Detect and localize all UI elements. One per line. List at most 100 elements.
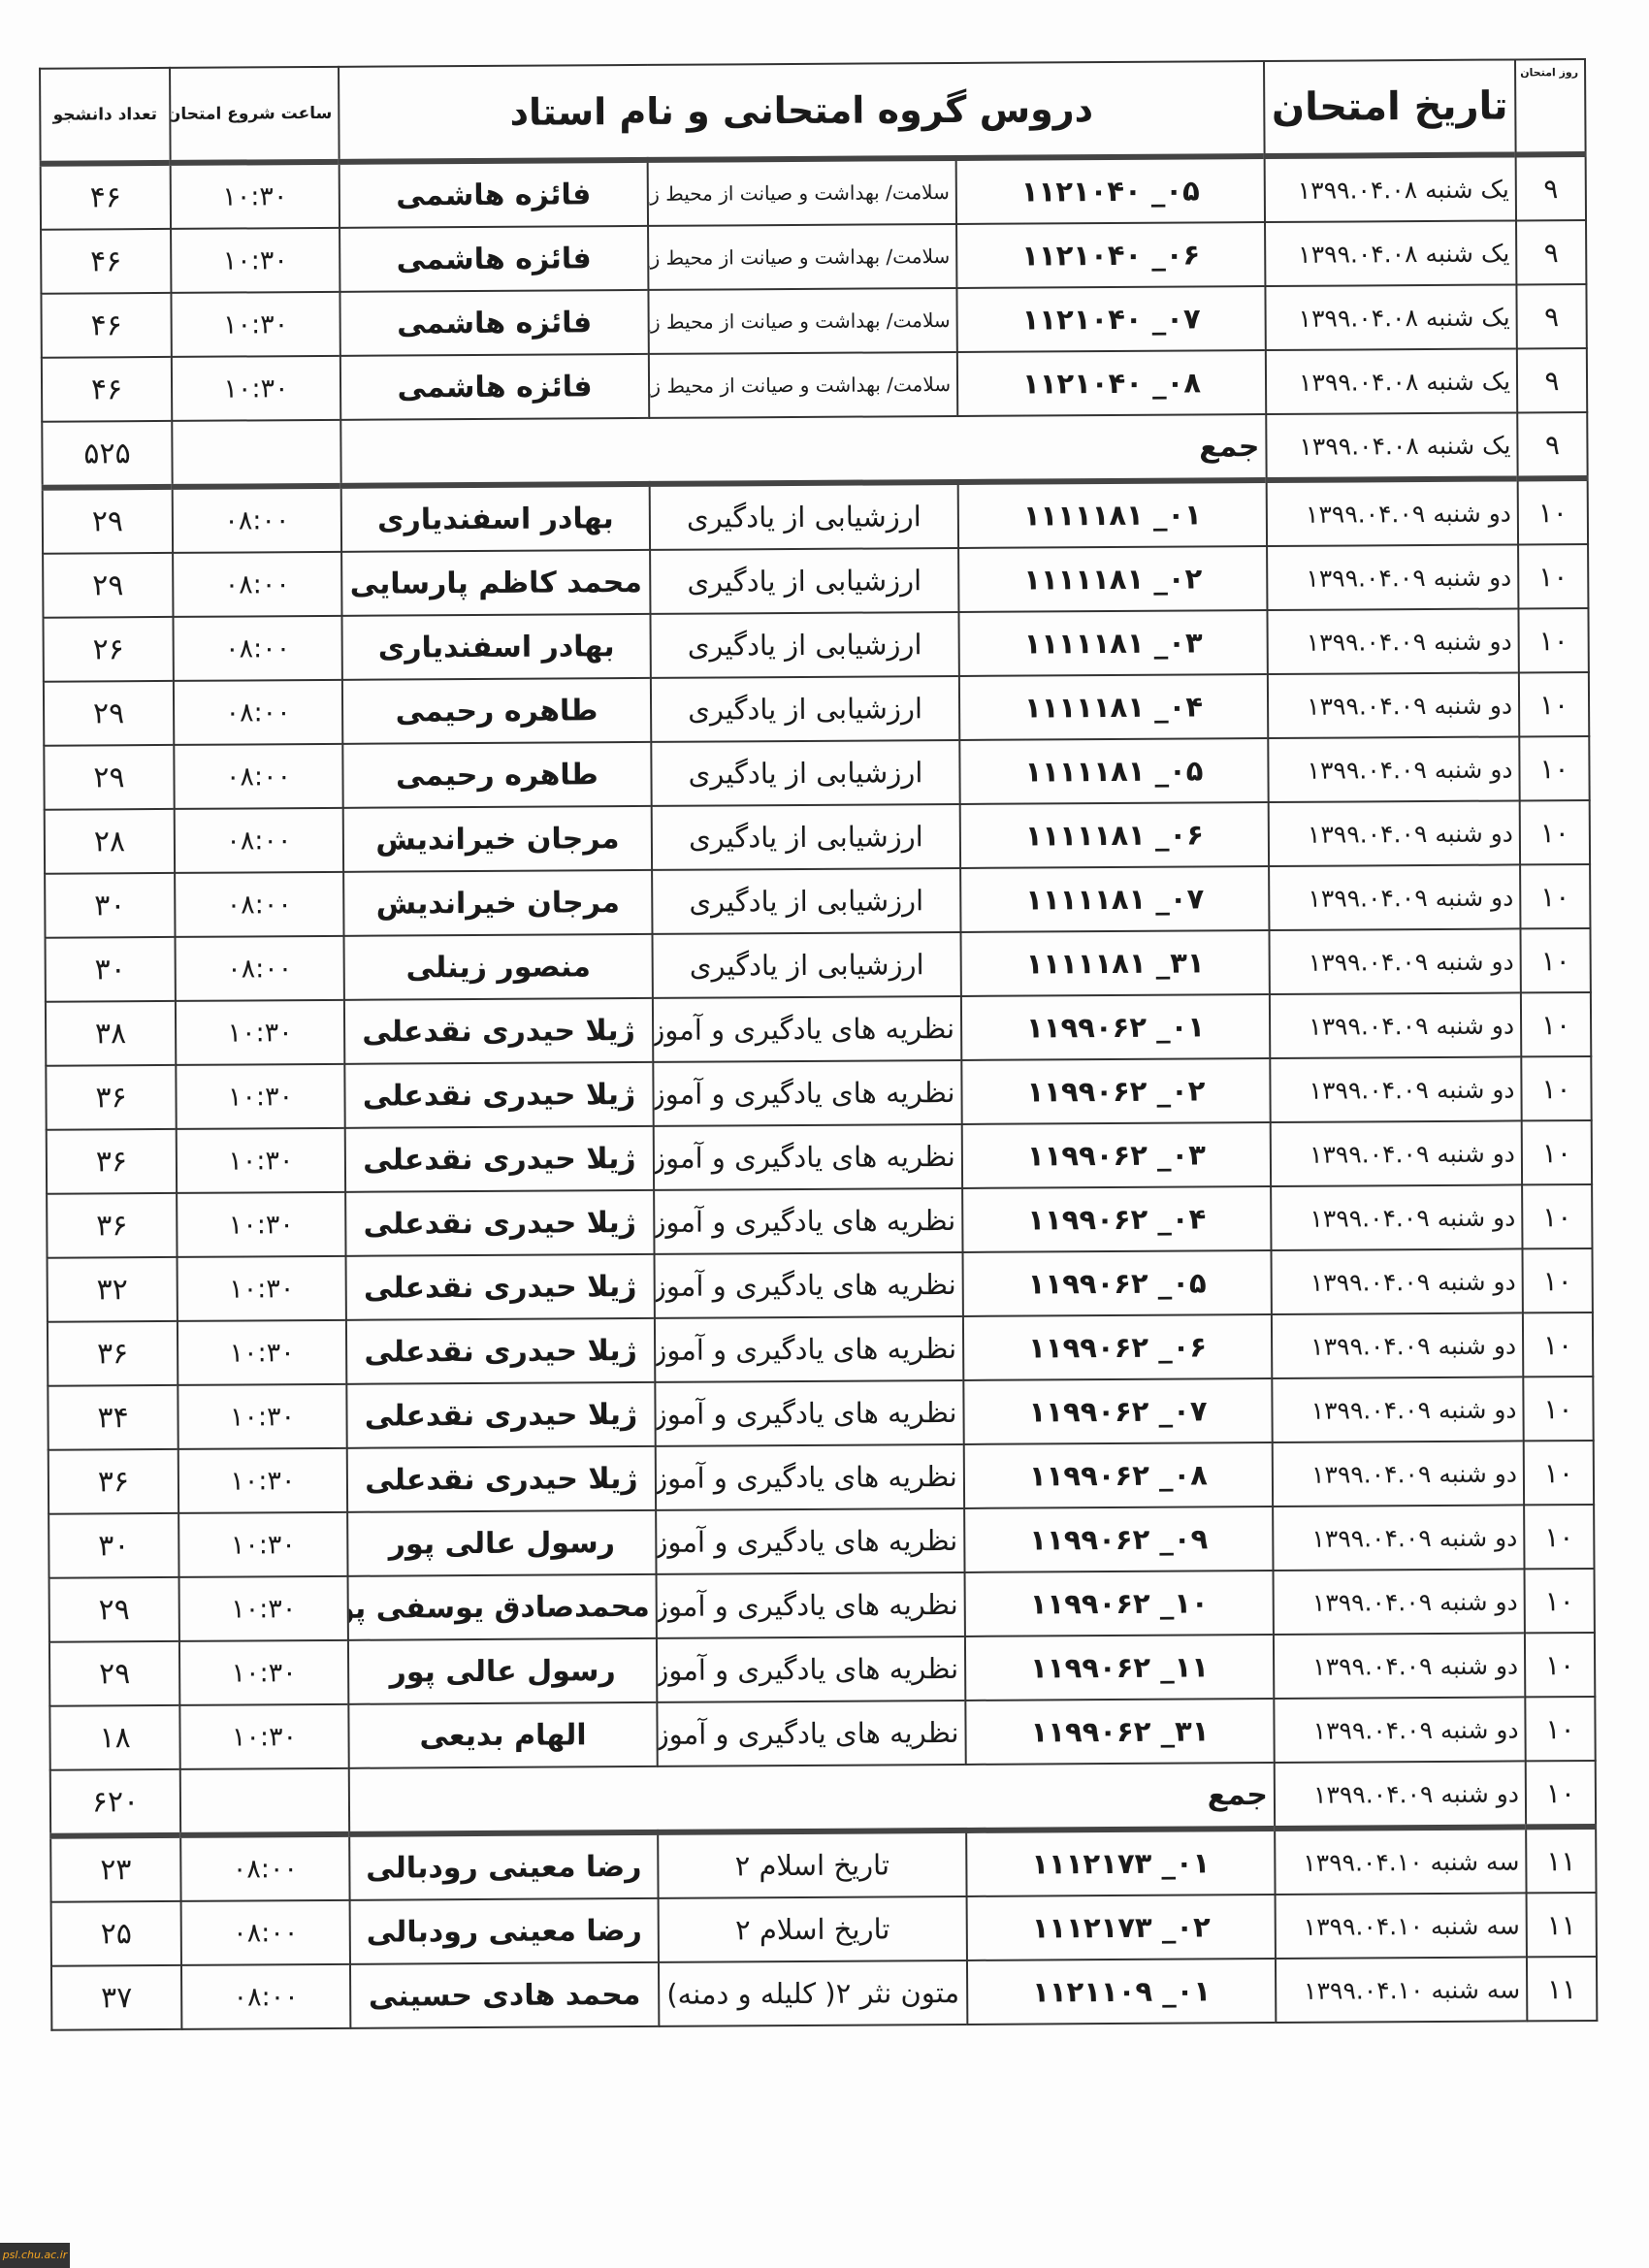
weekday: دو شنبه <box>1439 1714 1519 1744</box>
course-code-cell: ۱۱۱۱۱۸۱ _۳۱ <box>960 930 1270 996</box>
exam-day-cell: ۱۰ <box>1518 607 1589 673</box>
instructor-cell: طاهره رحیمی <box>341 677 652 744</box>
start-time: ۰۸:۰۰ <box>226 825 292 857</box>
instructor-cell: ژیلا حیدری نقدعلی <box>345 1189 655 1256</box>
weekday: دو شنبه <box>1433 562 1512 592</box>
group-number: ۰۲ <box>1170 1074 1206 1108</box>
exam-date-cell: سه شنبه ۱۳۹۹.۰۴.۱۰ <box>1275 1893 1527 1959</box>
exam-date-cell: دو شنبه ۱۳۹۹.۰۴.۰۹ <box>1273 1569 1525 1635</box>
instructor-cell: بهادر اسفندیاری <box>341 613 651 680</box>
watermark-logo: psl.chu.ac.ir <box>0 2243 70 2268</box>
exam-date-cell: یک شنبه ۱۳۹۹.۰۴.۰۸ <box>1266 412 1518 481</box>
instructor-cell: ژیلا حیدری نقدعلی <box>346 1381 656 1448</box>
course-code-cell: ۱۱۲۱۰۴۰ _۰۷ <box>956 286 1266 352</box>
exam-date-cell: یک شنبه ۱۳۹۹.۰۴.۰۸ <box>1265 348 1518 415</box>
date: ۱۳۹۹.۰۴.۰۸ <box>1299 431 1419 461</box>
course-code-cell: ۱۱۱۲۱۷۳ _۰۲ <box>966 1894 1276 1960</box>
weekday: دو شنبه <box>1434 690 1513 720</box>
course-name-cell: سلامت/ بهداشت و صیانت از محیط زیست <box>648 223 957 290</box>
weekday: دو شنبه <box>1439 1522 1518 1552</box>
course-name-cell: ارزشیابی از یادگیری <box>650 675 960 742</box>
start-time: ۱۰:۳۰ <box>231 1721 298 1753</box>
header-row: روز امتحان تاریخ امتحان دروس گروه امتحان… <box>40 59 1586 164</box>
table-row: ۱۰ دو شنبه ۱۳۹۹.۰۴.۰۹ ۱۱۹۹۰۶۲ _۰۴ نظریه های… <box>47 1183 1593 1258</box>
course-code-cell: ۱۱۱۱۱۸۱ _۰۷ <box>960 866 1270 932</box>
start-time: ۱۰:۳۰ <box>229 1273 295 1305</box>
course-code: ۱۱۹۹۰۶۲ <box>1028 1330 1149 1365</box>
course-code-cell: ۱۱۹۹۰۶۲ _۰۶ <box>962 1314 1273 1380</box>
instructor-cell: محمد هادی حسینی <box>349 1961 660 2028</box>
course-code: ۱۱۱۱۱۸۱ <box>1024 754 1146 789</box>
course-code-cell: ۱۱۹۹۰۶۲ _۰۹ <box>964 1507 1274 1572</box>
weekday: یک شنبه <box>1425 302 1510 332</box>
exam-day-cell: ۹ <box>1516 348 1588 413</box>
group-number: ۰۲ <box>1176 1910 1211 1944</box>
exam-day-cell: ۱۰ <box>1520 863 1591 929</box>
weekday: دو شنبه <box>1434 754 1513 784</box>
date: ۱۳۹۹.۰۴.۰۹ <box>1306 563 1426 593</box>
course-code-cell: ۱۱۲۱۱۰۹ _۰۱ <box>966 1958 1277 2025</box>
table-row: ۱۰ دو شنبه ۱۳۹۹.۰۴.۰۹ ۱۱۱۱۱۸۱ _۰۳ ارزشیابی … <box>43 607 1589 682</box>
instructor-cell: مرجان خیراندیش <box>343 869 653 936</box>
course-name-cell: ارزشیابی از یادگیری <box>649 481 959 550</box>
table-row: ۱۰ دو شنبه ۱۳۹۹.۰۴.۰۹ ۱۱۹۹۰۶۲ _۰۳ نظریه های… <box>46 1119 1593 1194</box>
start-time-cell: ۱۰:۳۰ <box>171 227 340 293</box>
weekday: دو شنبه <box>1439 1650 1519 1680</box>
student-count-cell: ۳۰ <box>48 1512 179 1578</box>
exam-day-cell: ۹ <box>1517 411 1588 479</box>
start-time: ۱۰:۳۰ <box>231 1593 297 1625</box>
start-time-cell: ۱۰:۳۰ <box>178 1383 347 1449</box>
instructor-cell: ژیلا حیدری نقدعلی <box>344 1061 654 1128</box>
course-code: ۱۱۲۱۰۴۰ <box>1021 238 1143 273</box>
exam-date-cell: دو شنبه ۱۳۹۹.۰۴.۰۹ <box>1271 1184 1523 1251</box>
instructor-cell: رضا معینی رودبالی <box>349 1831 659 1900</box>
course-code: ۱۱۱۲۱۷۳ <box>1031 1846 1152 1881</box>
table-row: ۹ یک شنبه ۱۳۹۹.۰۴.۰۸ ۱۱۲۱۰۴۰ _۰۸ سلامت/ بهد… <box>41 348 1588 422</box>
group-number: ۰۸ <box>1166 366 1202 400</box>
date: ۱۳۹۹.۰۴.۰۹ <box>1305 499 1426 529</box>
start-time-cell: ۰۸:۰۰ <box>174 807 344 873</box>
instructor-cell: ژیلا حیدری نقدعلی <box>343 997 654 1064</box>
student-count-cell: ۵۲۵ <box>42 420 173 488</box>
start-time-cell: ۰۸:۰۰ <box>180 1899 350 1965</box>
start-time-cell: ۱۰:۳۰ <box>179 1703 349 1769</box>
exam-date-cell: دو شنبه ۱۳۹۹.۰۴.۰۹ <box>1274 1697 1526 1763</box>
student-count-cell: ۴۶ <box>41 356 173 422</box>
course-code-cell: ۱۱۹۹۰۶۲ _۰۵ <box>962 1250 1272 1316</box>
course-code: ۱۱۹۹۰۶۲ <box>1026 1138 1148 1173</box>
date: ۱۳۹۹.۰۴.۰۸ <box>1297 175 1418 205</box>
course-code-cell: ۱۱۹۹۰۶۲ _۰۱ <box>960 994 1271 1060</box>
student-count-cell: ۴۶ <box>41 228 172 294</box>
date: ۱۳۹۹.۰۴.۰۹ <box>1312 1715 1434 1745</box>
exam-day-cell: ۱۰ <box>1524 1504 1595 1570</box>
instructor-cell: مرجان خیراندیش <box>342 805 653 872</box>
course-code: ۱۱۱۱۱۸۱ <box>1024 690 1146 725</box>
weekday: دو شنبه <box>1438 1330 1517 1360</box>
date: ۱۳۹۹.۰۴.۰۹ <box>1312 1651 1433 1681</box>
table-row: ۱۰ دو شنبه ۱۳۹۹.۰۴.۰۹ ۱۱۱۱۱۸۱ _۰۱ ارزشیابی … <box>42 477 1589 554</box>
course-code-cell: ۱۱۹۹۰۶۲ _۰۲ <box>961 1058 1271 1124</box>
start-time-cell: ۱۰:۳۰ <box>176 1063 345 1129</box>
start-time-cell <box>179 1767 350 1835</box>
weekday: دو شنبه <box>1440 1778 1520 1808</box>
course-name-cell: سلامت/ بهداشت و صیانت از محیط زیست <box>648 287 957 354</box>
start-time-cell: ۰۸:۰۰ <box>173 679 343 745</box>
exam-day-cell: ۹ <box>1516 284 1587 349</box>
table-row: ۱۰ دو شنبه ۱۳۹۹.۰۴.۰۹ ۱۱۱۱۱۸۱ _۰۵ ارزشیابی … <box>44 735 1590 810</box>
exam-day-cell: ۱۰ <box>1519 735 1590 801</box>
exam-day-cell: ۱۰ <box>1523 1376 1594 1442</box>
table-row: ۱۰ دو شنبه ۱۳۹۹.۰۴.۰۹ ۱۱۱۱۱۸۱ _۰۲ ارزشیابی … <box>43 543 1589 618</box>
exam-day-cell: ۱۰ <box>1525 1760 1597 1828</box>
group-number: ۰۱ <box>1175 1846 1211 1880</box>
course-name-cell: نظریه های یادگیری و آموزش <box>653 1123 963 1190</box>
course-name-cell: تاریخ اسلام ۲ <box>658 1830 967 1898</box>
course-code: ۱۱۱۱۱۸۱ <box>1023 626 1145 661</box>
course-code: ۱۱۹۹۰۶۲ <box>1028 1458 1149 1493</box>
student-count-cell: ۳۰ <box>45 936 176 1002</box>
exam-date-cell: دو شنبه ۱۳۹۹.۰۴.۰۹ <box>1273 1505 1525 1571</box>
weekday: دو شنبه <box>1439 1586 1518 1616</box>
date: ۱۳۹۹.۰۴.۰۹ <box>1311 1523 1432 1553</box>
exam-day-cell: ۱۰ <box>1518 671 1590 737</box>
exam-day-cell: ۹ <box>1515 154 1587 221</box>
course-code: ۱۱۹۹۰۶۲ <box>1026 1074 1148 1109</box>
